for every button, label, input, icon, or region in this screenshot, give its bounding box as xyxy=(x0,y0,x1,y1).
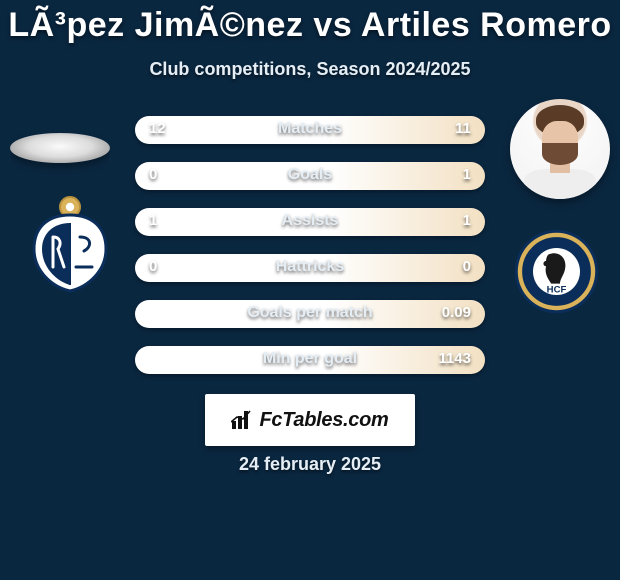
brand-badge: FcTables.com xyxy=(205,394,415,446)
stat-row-hattricks: 0 Hattricks 0 xyxy=(135,254,485,282)
footer-date: 24 february 2025 xyxy=(0,454,620,475)
avatar-placeholder-ellipse xyxy=(10,133,110,163)
stat-row-goals-per-match: Goals per match 0.09 xyxy=(135,300,485,328)
stat-label: Hattricks xyxy=(135,258,485,276)
stat-right-value: 11 xyxy=(455,120,471,137)
page-title: LÃ³pez JimÃ©nez vs Artiles Romero xyxy=(0,6,620,45)
player-left-club-badge xyxy=(20,193,120,293)
stat-label: Matches xyxy=(135,120,485,138)
stat-right-value: 0.09 xyxy=(442,304,471,321)
svg-text:HCF: HCF xyxy=(547,284,567,295)
stat-row-min-per-goal: Min per goal 1143 xyxy=(135,346,485,374)
player-right-club-badge: HCF xyxy=(513,228,600,315)
bar-chart-icon xyxy=(231,410,253,430)
comparison-infographic: LÃ³pez JimÃ©nez vs Artiles Romero Club c… xyxy=(0,0,620,580)
avatar-beard xyxy=(542,143,578,165)
player-left-avatar xyxy=(10,99,110,199)
brand-name: FcTables.com xyxy=(259,409,388,432)
stat-right-value: 1143 xyxy=(438,350,471,367)
stat-label: Min per goal xyxy=(135,350,485,368)
stat-bars: 12 Matches 11 0 Goals 1 1 Assists 1 0 Ha… xyxy=(135,116,485,392)
stats-area: HCF 12 Matches 11 0 Goals 1 1 Assists 1 … xyxy=(0,98,620,408)
stat-right-value: 1 xyxy=(463,212,471,229)
brand-text: FcTables.com xyxy=(231,409,388,432)
stat-label: Assists xyxy=(135,212,485,230)
player-right-avatar xyxy=(510,99,610,199)
stat-row-assists: 1 Assists 1 xyxy=(135,208,485,236)
stat-row-matches: 12 Matches 11 xyxy=(135,116,485,144)
avatar-shirt xyxy=(524,169,596,199)
stat-right-value: 1 xyxy=(463,166,471,183)
stat-right-value: 0 xyxy=(463,258,471,275)
recreativo-badge-icon xyxy=(20,193,120,293)
hercules-badge-icon: HCF xyxy=(513,228,600,315)
page-subtitle: Club competitions, Season 2024/2025 xyxy=(0,59,620,80)
stat-label: Goals xyxy=(135,166,485,184)
stat-row-goals: 0 Goals 1 xyxy=(135,162,485,190)
stat-label: Goals per match xyxy=(135,304,485,322)
